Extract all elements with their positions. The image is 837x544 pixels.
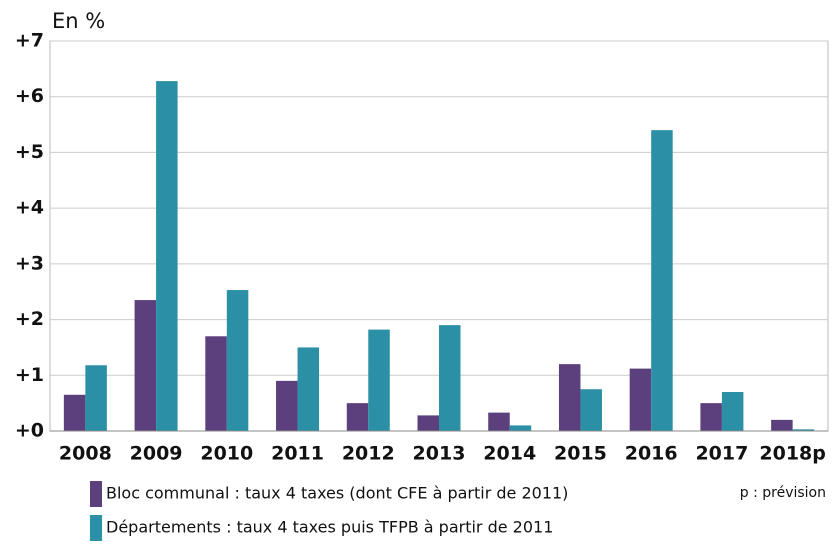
bar (721, 392, 744, 431)
bar (700, 403, 722, 431)
bar (346, 403, 369, 431)
bar (792, 429, 815, 431)
bar (63, 394, 86, 431)
x-tick-label: 2008 (59, 443, 112, 465)
y-tick-label: +5 (15, 141, 44, 163)
x-tick-label: 2011 (271, 443, 324, 465)
x-tick-label: 2012 (342, 443, 395, 465)
bar (134, 300, 157, 431)
y-tick-label: +0 (15, 420, 44, 442)
bar (297, 347, 320, 431)
y-tick-label: +6 (15, 85, 44, 107)
bar (580, 389, 602, 431)
legend-swatch (90, 515, 102, 541)
bar (85, 365, 107, 431)
x-tick-label: 2009 (130, 443, 183, 465)
x-tick-label: 2015 (554, 443, 607, 465)
x-tick-label: 2016 (625, 443, 678, 465)
y-tick-label: +3 (15, 252, 44, 274)
bar (629, 368, 652, 431)
x-tick-label: 2014 (483, 443, 536, 465)
bar (417, 415, 439, 431)
legend-swatch (90, 481, 102, 507)
bar (276, 380, 298, 431)
bar (651, 130, 673, 431)
y-tick-label: +1 (15, 364, 44, 386)
bar (368, 329, 390, 431)
x-tick-label: 2017 (695, 443, 748, 465)
bar (509, 425, 532, 431)
bar (156, 81, 178, 431)
legend-label: Départements : taux 4 taxes puis TFPB à … (106, 518, 553, 537)
bar (558, 364, 581, 431)
legend-label: Bloc communal : taux 4 taxes (dont CFE à… (106, 484, 568, 503)
x-tick-label: 2010 (200, 443, 253, 465)
bar (771, 419, 793, 431)
y-axis-label: En % (52, 9, 105, 33)
bar (205, 336, 227, 431)
note: p : prévision (740, 485, 826, 501)
x-tick-label: 2013 (413, 443, 466, 465)
y-tick-label: +7 (15, 30, 44, 52)
bar (488, 412, 510, 431)
y-tick-label: +4 (15, 197, 44, 219)
bar (226, 290, 249, 431)
y-tick-label: +2 (15, 308, 44, 330)
bar (439, 325, 461, 431)
x-tick-label: 2018p (759, 443, 825, 465)
